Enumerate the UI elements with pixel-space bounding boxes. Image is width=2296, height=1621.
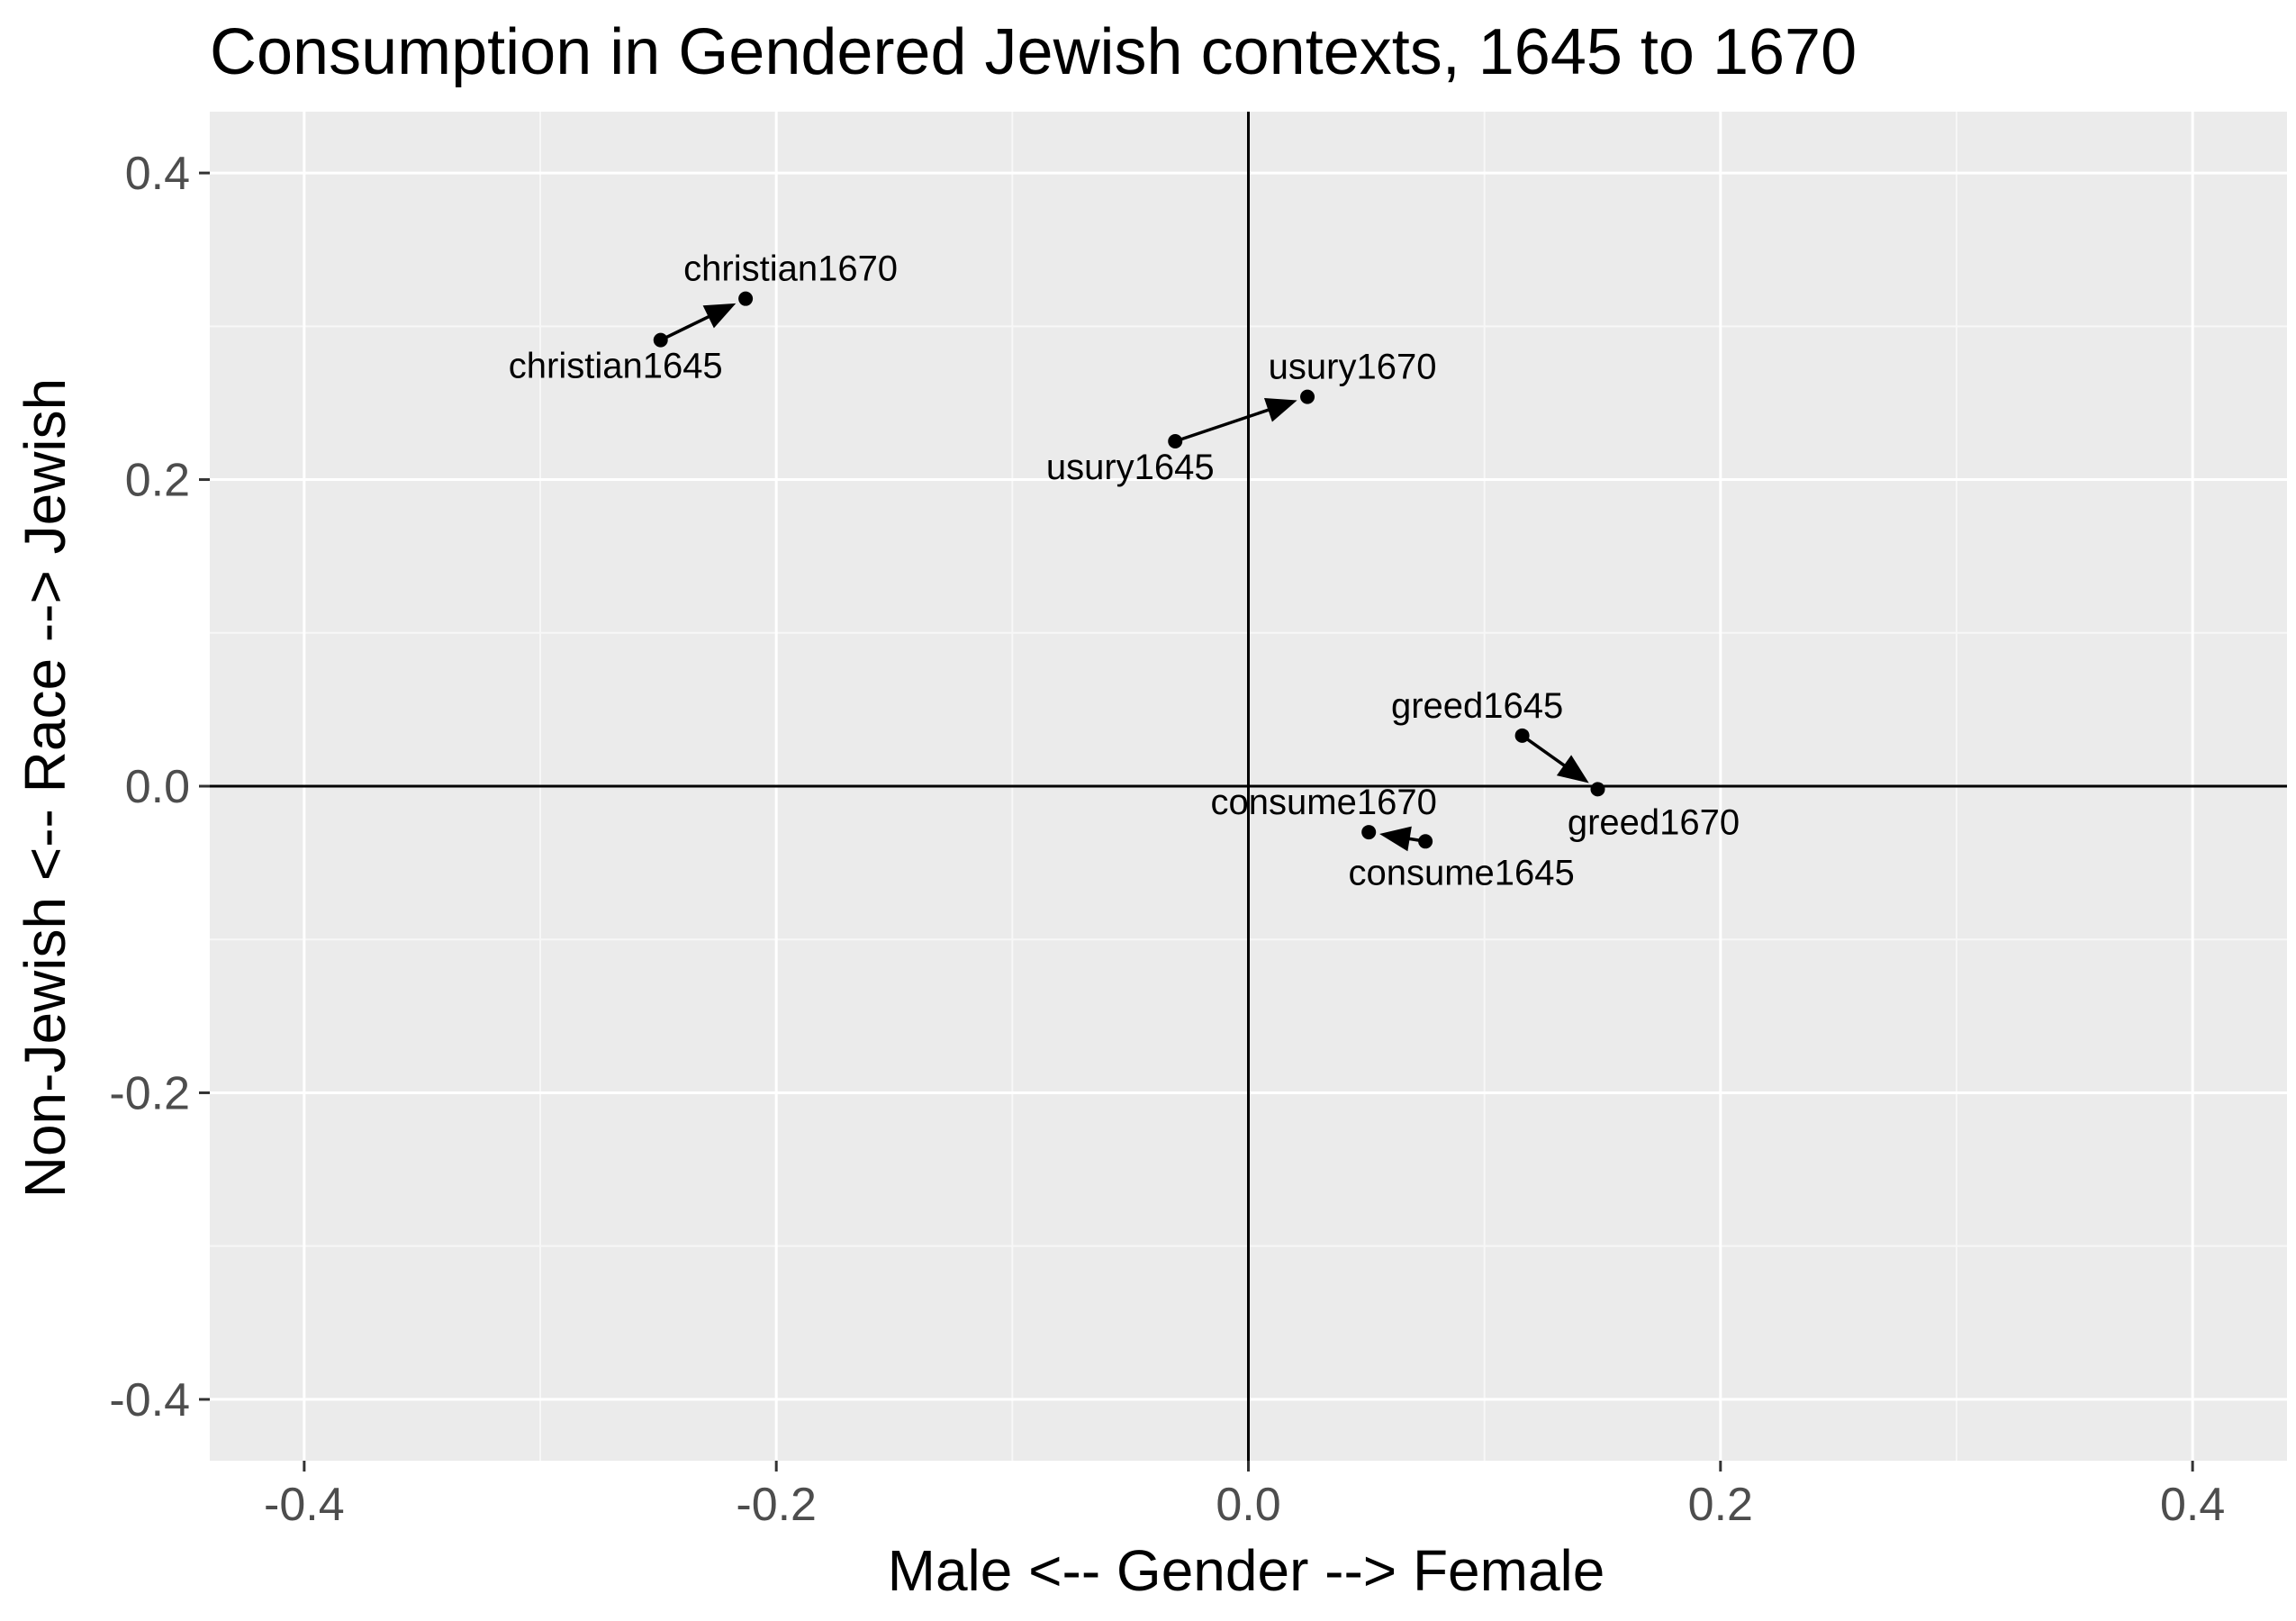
arrow-head — [1263, 398, 1297, 422]
x-tick-label: -0.2 — [736, 1479, 817, 1531]
y-tick-label: 0.2 — [125, 455, 190, 507]
data-point-consume1645 — [1418, 834, 1433, 849]
data-point-usury1645 — [1168, 433, 1183, 448]
x-tick-label: -0.4 — [264, 1479, 345, 1531]
point-label-greed1670: greed1670 — [1568, 802, 1740, 842]
data-point-christian1670 — [738, 291, 754, 306]
data-point-christian1645 — [653, 332, 668, 348]
data-point-consume1670 — [1361, 825, 1377, 840]
point-label-consume1645: consume1645 — [1348, 853, 1574, 892]
arrow-head — [702, 303, 737, 329]
point-label-usury1670: usury1670 — [1269, 348, 1437, 387]
y-tick-label: 0.4 — [125, 148, 190, 200]
data-point-greed1670 — [1590, 782, 1605, 797]
plot-area: -0.4 -0.2 0.0 0.2 0.4 0.4 0.2 0.0 -0.2 -0.4 christ… — [109, 112, 2287, 1531]
y-tick-label: 0.0 — [125, 761, 190, 813]
point-label-consume1670: consume1670 — [1211, 783, 1437, 822]
x-tick-label: 0.0 — [1216, 1479, 1280, 1531]
y-tick-label: -0.2 — [109, 1067, 190, 1119]
data-point-usury1670 — [1300, 389, 1315, 404]
arrow-head — [1556, 755, 1589, 783]
chart-title: Consumption in Gendered Jewish contexts,… — [210, 16, 1857, 88]
x-tick-label: 0.2 — [1688, 1479, 1753, 1531]
point-label-greed1645: greed1645 — [1391, 686, 1563, 726]
point-label-christian1645: christian1645 — [509, 347, 723, 386]
x-tick-label: 0.4 — [2160, 1479, 2225, 1531]
point-label-usury1645: usury1645 — [1046, 448, 1215, 487]
arrow-head — [1379, 826, 1412, 852]
y-axis-title: Non-Jewish <-- Race --> Jewish — [13, 378, 77, 1199]
data-point-greed1645 — [1514, 728, 1530, 743]
y-tick-label: -0.4 — [109, 1374, 190, 1426]
point-label-christian1670: christian1670 — [683, 249, 898, 289]
x-axis-title: Male <-- Gender --> Female — [888, 1538, 1605, 1603]
